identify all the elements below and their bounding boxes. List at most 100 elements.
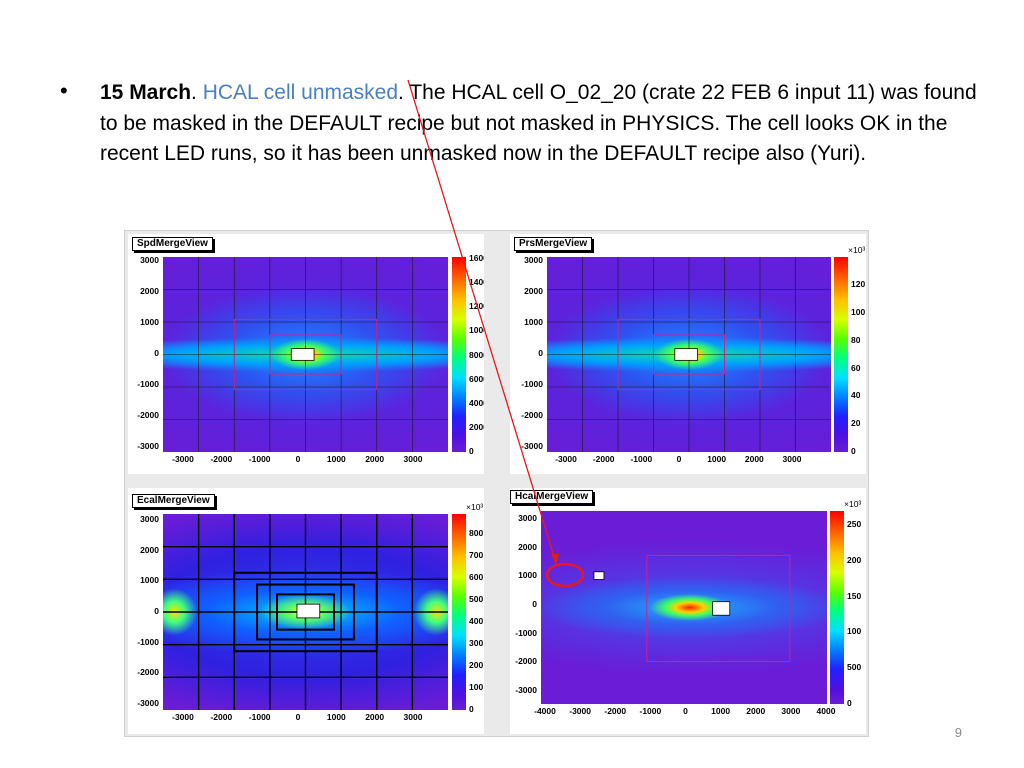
spd-scale-tick-label: 4000 [469, 397, 484, 408]
hcal-x-tick-label: -4000 [534, 706, 556, 716]
prs-x-tick-label: -2000 [592, 454, 615, 464]
spd-y-tick-label: -2000 [137, 410, 159, 420]
hcal-x-tick-label: -1000 [639, 706, 662, 716]
ecal-scale-tick-label: 200 [469, 660, 484, 670]
prs-panel-title: PrsMergeView [514, 237, 593, 251]
hcal-x-tick-label: 3000 [781, 706, 801, 716]
prs-grid-overlay [547, 257, 831, 452]
prs-y-tick-label: -3000 [521, 441, 543, 451]
hcal-beam-hole [712, 601, 731, 616]
ecal-scale-multiplier: ×10³ [466, 502, 484, 512]
ecal-y-tick-label: -1000 [137, 636, 159, 647]
annotation-arrowhead [551, 554, 559, 565]
prs-x-tick-label: -3000 [555, 454, 577, 464]
ecal-y-tick-label: 3000 [140, 514, 159, 524]
ecal-region-box [256, 583, 355, 641]
prs-scale-tick-label: 100 [851, 306, 866, 317]
prs-scale-tick-label: 40 [851, 390, 861, 401]
hcal-link[interactable]: HCAL cell unmasked [202, 81, 399, 104]
spd-region-box [269, 334, 342, 375]
ecal-y-tick-label: -3000 [137, 698, 159, 708]
ecal-region-box [233, 571, 378, 653]
prs-scale-tick-label: 120 [851, 279, 866, 289]
prs-y-tick-label: -1000 [521, 379, 543, 389]
hcal-x-tick-label: 1000 [711, 706, 731, 716]
hcal-y-tick-label: 1000 [518, 570, 537, 581]
prs-x-tick-label: 2000 [744, 454, 764, 464]
spd-scale-tick-label: 1000 [469, 325, 484, 336]
bullet-point: • [60, 78, 68, 103]
hcal-grid-overlay [593, 554, 791, 663]
ecal-scale-tick-label: 500 [469, 594, 484, 604]
hcal-y-tick-label: 3000 [518, 513, 537, 523]
ecal-x-tick-label: -3000 [172, 712, 194, 722]
ecal-y-tick-label: 1000 [140, 575, 159, 586]
prs-x-tick-label: 3000 [782, 454, 802, 464]
spd-panel: SpdMergeView 3000 2000 1000 0 -1000 -2000 -300… [128, 234, 484, 474]
spd-x-tick-label: -3000 [172, 454, 194, 464]
hcal-y-tick-label: 0 [532, 599, 537, 609]
ecal-scale-tick-label: 800 [469, 528, 484, 538]
page-number: 9 [954, 725, 962, 740]
prs-heatmap [547, 257, 831, 452]
prs-panel: PrsMergeView 3000 2000 1000 0 -1000 -2000 -300… [510, 234, 866, 474]
prs-scale-tick-label: 80 [851, 334, 861, 345]
hcal-scale-tick-label: 250 [847, 519, 862, 529]
hcal-heatmap [541, 511, 827, 704]
hcal-scale-tick-label: 500 [847, 662, 862, 673]
ecal-heatmap [163, 514, 448, 710]
hcal-y-tick-label: -3000 [515, 685, 537, 695]
separator: . [191, 81, 203, 104]
spd-scale-tick-label: 1600 [469, 253, 484, 263]
prs-beam-hole [674, 348, 698, 361]
hcal-panel: HcalMergeView 3000 2000 1000 0 -1000 -2000 -30… [510, 488, 866, 734]
bullet-text: 15 March. HCAL cell unmasked. The HCAL c… [100, 78, 980, 170]
spd-x-tick-label: 3000 [403, 454, 423, 464]
hcal-scale-tick-label: 200 [847, 554, 862, 565]
prs-scale-multiplier: ×10³ [848, 245, 866, 255]
spd-y-tick-label: -3000 [137, 441, 159, 451]
hcal-x-tick-label: 2000 [746, 706, 766, 716]
ecal-scale-tick-label: 300 [469, 638, 484, 648]
ecal-x-tick-label: -2000 [210, 712, 233, 722]
ecal-x-tick-label: 0 [295, 712, 301, 722]
ecal-x-tick-label: -1000 [248, 712, 271, 722]
spd-scale-tick-label: 1200 [469, 301, 484, 312]
ecal-scale-tick-label: 100 [469, 682, 484, 692]
annotation-circle [545, 562, 585, 588]
ecal-panel-title: EcalMergeView [132, 494, 215, 508]
prs-y-tick-label: 3000 [524, 255, 543, 265]
spd-region-box [233, 318, 378, 391]
hcal-y-tick-label: 2000 [518, 541, 537, 552]
hcal-scale-tick-label: 150 [847, 590, 862, 601]
ecal-x-tick-label: 2000 [365, 712, 385, 722]
spd-scale-tick-label: 0 [469, 446, 474, 456]
prs-y-tick-label: 1000 [524, 317, 543, 327]
ecal-scale-tick-label: 0 [469, 704, 474, 714]
ecal-x-tick-label: 3000 [403, 712, 423, 722]
ecal-y-tick-label: 0 [154, 606, 159, 616]
spd-y-tick-label: 0 [154, 348, 159, 358]
ecal-y-tick-label: 2000 [140, 544, 159, 555]
ecal-scale-tick-label: 400 [469, 616, 484, 626]
hcal-x-tick-label: 0 [683, 706, 688, 716]
hcal-region-box [646, 554, 791, 663]
ecal-region-box [276, 593, 335, 631]
hcal-x-tick-label: 4000 [816, 706, 836, 716]
spd-scale-tick-label: 6000 [469, 373, 484, 384]
ecal-panel: EcalMergeView 3000 2000 1000 0 -1000 -2000 -30… [128, 488, 484, 734]
hcal-x-tick-label: -3000 [569, 706, 591, 716]
spd-grid-overlay [163, 257, 448, 452]
prs-y-tick-label: 2000 [524, 286, 543, 296]
prs-x-tick-label: 1000 [707, 454, 727, 464]
spd-y-tick-label: -1000 [137, 379, 159, 389]
spd-y-tick-label: 2000 [140, 286, 159, 296]
spd-x-tick-label: -1000 [248, 454, 271, 464]
prs-y-tick-label: -2000 [521, 410, 543, 420]
spd-y-tick-label: 3000 [140, 255, 159, 265]
ecal-scale-tick-label: 600 [469, 572, 484, 582]
spd-x-tick-label: -2000 [210, 454, 233, 464]
hcal-x-tick-label: -2000 [604, 706, 627, 716]
spd-scale-tick-label: 8000 [469, 349, 484, 360]
spd-heatmap [163, 257, 448, 452]
